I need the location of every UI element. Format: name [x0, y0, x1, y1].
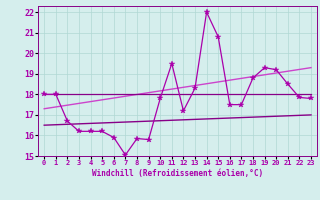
X-axis label: Windchill (Refroidissement éolien,°C): Windchill (Refroidissement éolien,°C) [92, 169, 263, 178]
